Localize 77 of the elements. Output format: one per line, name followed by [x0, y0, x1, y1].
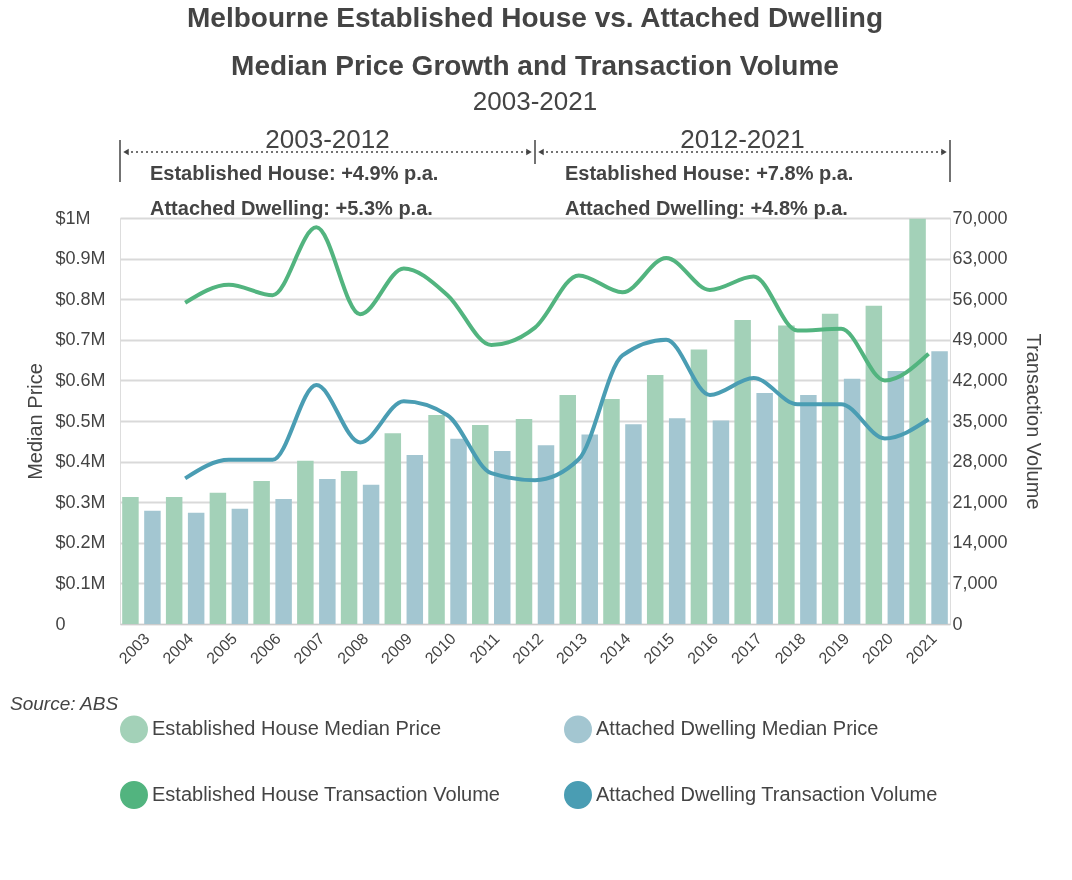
y-tick-label: $0.1M — [55, 572, 106, 593]
y-tick-label: $0.9M — [55, 248, 106, 269]
y2-tick-label: 35,000 — [952, 410, 1008, 431]
bar — [778, 325, 795, 624]
bar — [253, 481, 270, 624]
source-note: Source: ABS — [10, 693, 119, 714]
bar — [319, 479, 336, 624]
text: Established House: +7.8% p.a. — [565, 162, 854, 184]
bar — [515, 418, 533, 624]
bar — [800, 395, 817, 624]
bar — [340, 470, 358, 624]
bar — [603, 399, 620, 624]
y2-axis-title: Transaction Volume — [1022, 333, 1045, 510]
bar — [537, 445, 555, 624]
legend-label: Attached Dwelling Transaction Volume — [596, 783, 938, 805]
bar — [690, 349, 708, 624]
y-tick-label: $0.4M — [55, 451, 106, 472]
y2-tick-label: 42,000 — [952, 369, 1008, 390]
bar — [494, 451, 511, 624]
y2-tick-label: 28,000 — [952, 451, 1008, 472]
legend-label: Established House Transaction Volume — [152, 783, 500, 805]
bar — [581, 434, 598, 624]
bar — [756, 392, 773, 624]
bar — [406, 455, 424, 624]
y-tick-label: $0.5M — [55, 410, 106, 431]
y2-tick-label: 7,000 — [952, 572, 998, 593]
line-series — [183, 337, 931, 483]
bar — [275, 498, 292, 624]
y-tick-label: $1M — [55, 207, 91, 228]
annotation: Attached Dwelling: +4.8% p.a. — [565, 197, 848, 219]
bar — [559, 395, 576, 624]
y2-tick-label: 21,000 — [952, 491, 1008, 512]
bar — [865, 305, 883, 624]
bar — [384, 433, 402, 624]
bar — [428, 414, 445, 624]
bar — [362, 484, 380, 624]
legend-label: Attached Dwelling Median Price — [596, 717, 879, 740]
bar — [187, 512, 205, 624]
line-series — [183, 225, 931, 383]
y-tick-label: 0 — [55, 613, 66, 634]
text: 2012-2021 — [680, 124, 805, 154]
y2-tick-label: 0 — [952, 613, 963, 634]
chart-subtitle: 2003-2021 — [472, 86, 598, 116]
y-tick-label: $0.7M — [55, 329, 106, 350]
y-tick-label: $0.8M — [55, 288, 106, 309]
chart-title: Melbourne Established House vs. Attached Dwelling Median Price Growth and Transaction Volume — [187, 2, 883, 81]
bar — [625, 424, 642, 624]
bar — [909, 218, 926, 624]
bar — [668, 418, 686, 624]
bar — [472, 425, 489, 624]
bar — [450, 438, 467, 624]
bar — [231, 508, 249, 624]
bar — [122, 496, 139, 624]
bar — [712, 420, 730, 624]
bar — [646, 375, 664, 624]
bar — [821, 313, 839, 624]
y2-tick-label: 63,000 — [952, 248, 1008, 269]
y2-tick-label: 49,000 — [952, 329, 1008, 350]
bar — [843, 378, 861, 624]
y2-tick-label: 14,000 — [952, 532, 1008, 553]
legend-label: Established House Median Price — [152, 717, 442, 740]
y2-tick-label: 70,000 — [952, 207, 1008, 228]
bar — [734, 319, 751, 624]
bar — [297, 460, 314, 624]
y-axis-title: Median Price — [23, 363, 46, 480]
y2-tick-label: 56,000 — [952, 288, 1008, 309]
bar — [209, 492, 227, 624]
bar — [931, 351, 948, 624]
bar — [165, 496, 183, 624]
y-tick-label: $0.3M — [55, 491, 106, 512]
annotation: Attached Dwelling: +5.3% p.a. — [150, 197, 433, 219]
bar — [144, 510, 161, 624]
y-tick-label: $0.2M — [55, 532, 106, 553]
y-tick-label: $0.6M — [55, 369, 106, 390]
text: 2003-2012 — [265, 124, 390, 154]
text: Established House: +4.9% p.a. — [150, 162, 439, 184]
bar — [887, 371, 905, 624]
